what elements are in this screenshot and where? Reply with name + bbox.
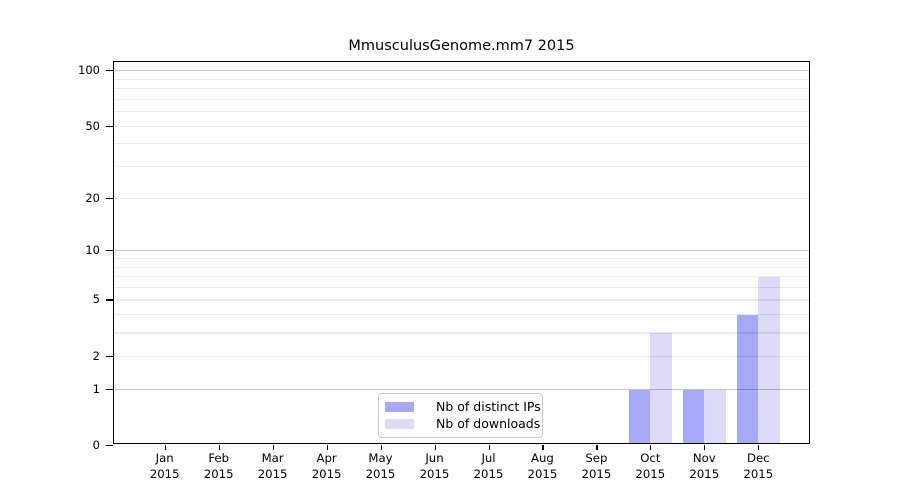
x-tick-mark xyxy=(596,445,598,450)
x-tick-mark xyxy=(218,445,220,450)
gridline-minor xyxy=(113,286,810,289)
gridline-minor xyxy=(113,355,810,357)
x-tick-mark xyxy=(326,445,328,450)
y-tick-label: 50 xyxy=(85,118,100,133)
gridline-minor xyxy=(113,314,810,316)
y-tick-mark xyxy=(106,445,113,447)
bar-distinct-ips-nov xyxy=(682,389,705,444)
y-tick-label: 10 xyxy=(85,243,100,258)
y-tick-mark xyxy=(106,125,113,127)
gridline-minor xyxy=(113,88,810,90)
gridline-minor xyxy=(113,276,810,278)
gridline-minor xyxy=(113,166,810,168)
bar-downloads-oct xyxy=(650,333,672,444)
bar-distinct-ips-oct xyxy=(628,389,651,444)
legend-item-distinct-ips: Nb of distinct IPs xyxy=(385,399,541,414)
y-tick-mark xyxy=(106,70,113,72)
gridline-minor xyxy=(113,111,810,113)
y-tick-mark xyxy=(106,299,113,301)
y-tick-label: 20 xyxy=(85,190,100,205)
plot-area xyxy=(113,61,810,444)
y-tick-label: 5 xyxy=(92,292,100,307)
gridline-minor xyxy=(113,98,810,100)
chart-title: MmusculusGenome.mm7 2015 xyxy=(348,38,575,54)
x-tick-label-jun: Jun 2015 xyxy=(419,451,450,481)
y-tick-label: 100 xyxy=(78,63,100,77)
x-tick-mark xyxy=(542,445,544,450)
x-tick-mark xyxy=(434,445,436,450)
x-tick-label-nov: Nov 2015 xyxy=(689,451,720,481)
bar-downloads-dec xyxy=(758,277,780,444)
legend-label-distinct-ips: Nb of distinct IPs xyxy=(436,398,541,414)
legend-label-downloads: Nb of downloads xyxy=(436,415,541,431)
x-tick-label-mar: Mar 2015 xyxy=(257,451,288,481)
legend-swatch-downloads xyxy=(385,418,414,429)
x-tick-label-aug: Aug 2015 xyxy=(527,451,558,481)
x-tick-label-dec: Dec 2015 xyxy=(743,451,774,481)
x-tick-label-sep: Sep 2015 xyxy=(581,451,612,481)
x-tick-mark xyxy=(164,445,166,450)
x-tick-mark xyxy=(380,445,382,450)
y-tick-label: 0 xyxy=(92,438,100,452)
legend-swatch-distinct-ips xyxy=(385,401,414,412)
y-tick-mark xyxy=(106,250,113,252)
bar-downloads-nov xyxy=(704,389,726,444)
bar-distinct-ips-dec xyxy=(736,315,759,444)
x-tick-mark xyxy=(650,445,652,450)
y-tick-mark xyxy=(106,388,113,390)
gridline-major xyxy=(113,388,810,390)
y-tick-mark xyxy=(106,355,113,357)
x-tick-label-oct: Oct 2015 xyxy=(635,451,666,481)
legend: Nb of distinct IPs Nb of downloads xyxy=(378,392,543,438)
gridline-major xyxy=(113,250,810,252)
gridline-major xyxy=(113,70,810,72)
gridline-minor xyxy=(113,266,810,268)
x-tick-label-feb: Feb 2015 xyxy=(203,451,234,481)
y-tick-label: 2 xyxy=(92,348,100,363)
gridline-minor xyxy=(113,143,810,145)
x-tick-mark xyxy=(272,445,274,450)
y-tick-label: 1 xyxy=(92,381,100,396)
x-tick-label-apr: Apr 2015 xyxy=(311,451,342,481)
x-tick-label-jan: Jan 2015 xyxy=(149,451,180,481)
x-tick-mark xyxy=(704,445,706,450)
y-tick-mark xyxy=(106,197,113,199)
x-tick-label-may: May 2015 xyxy=(365,451,396,481)
gridline-minor xyxy=(113,78,810,80)
gridline-minor xyxy=(113,257,810,260)
gridline-minor xyxy=(113,125,810,127)
x-tick-mark xyxy=(488,445,490,450)
x-tick-mark xyxy=(758,445,760,450)
gridline-minor xyxy=(113,332,810,334)
x-tick-label-jul: Jul 2015 xyxy=(473,451,504,481)
gridline-minor xyxy=(113,299,810,301)
gridline-minor xyxy=(113,197,810,199)
legend-item-downloads: Nb of downloads xyxy=(385,416,540,431)
